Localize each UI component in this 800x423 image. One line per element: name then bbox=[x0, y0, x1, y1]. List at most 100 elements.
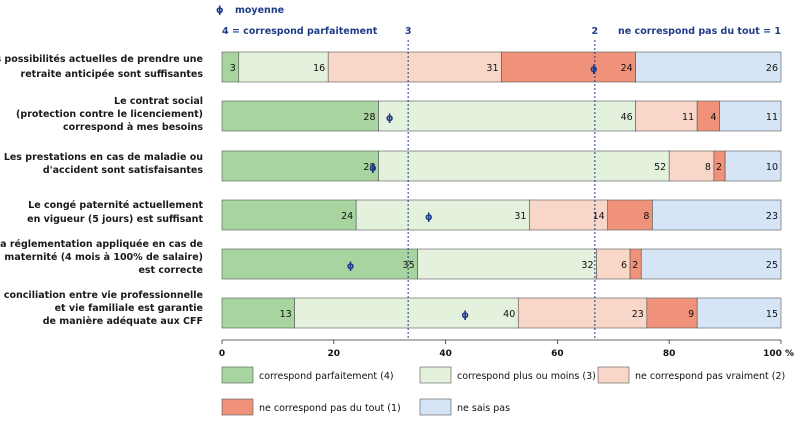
mean-legend-label: moyenne bbox=[235, 5, 284, 16]
category-label: retraite anticipée sont suffisantes bbox=[21, 69, 204, 80]
data-label: 14 bbox=[593, 211, 605, 222]
data-label: 28 bbox=[363, 112, 375, 123]
bar-segment bbox=[221, 248, 418, 280]
bar-segment bbox=[719, 100, 782, 132]
data-label: 46 bbox=[621, 112, 633, 123]
legend: correspond parfaitement (4) correspond pl… bbox=[221, 366, 785, 416]
data-label: 24 bbox=[341, 211, 353, 222]
data-label: 23 bbox=[766, 211, 778, 222]
data-label: 15 bbox=[766, 309, 778, 320]
bar-segment bbox=[652, 199, 782, 231]
data-label: 8 bbox=[705, 162, 711, 173]
mean-markers: ϕ ϕ ϕ ϕ ϕ ϕ bbox=[347, 64, 598, 321]
category-label: et vie familiale est garantie bbox=[55, 303, 203, 314]
data-label: 10 bbox=[766, 162, 778, 173]
bar-segment bbox=[724, 150, 782, 182]
data-label: 28 bbox=[363, 162, 375, 173]
mean-marker-icon: ϕ bbox=[425, 212, 433, 223]
legend-swatch bbox=[221, 366, 254, 384]
category-label: La conciliation entre vie professionnell… bbox=[0, 290, 203, 301]
bar-segment bbox=[596, 248, 631, 280]
data-label: 26 bbox=[766, 63, 778, 74]
bar-segment bbox=[417, 248, 597, 280]
bar-segment bbox=[517, 297, 648, 329]
bar-segment bbox=[221, 297, 295, 329]
legend-swatch bbox=[221, 398, 254, 416]
category-label: Le congé paternité actuellement bbox=[28, 200, 203, 211]
legend-label: correspond plus ou moins (3) bbox=[457, 371, 596, 382]
data-label: 24 bbox=[621, 63, 633, 74]
bar-segment bbox=[640, 248, 782, 280]
bar-segment bbox=[646, 297, 698, 329]
bar-segment bbox=[635, 100, 698, 132]
data-label: 40 bbox=[503, 309, 515, 320]
bars: 3163124262846114112852821024311482335326… bbox=[221, 51, 782, 329]
category-label: d'accident sont satisfaisantes bbox=[43, 165, 203, 176]
data-label: 13 bbox=[280, 309, 292, 320]
mean-marker-icon: ϕ bbox=[590, 64, 598, 75]
data-label: 2 bbox=[632, 260, 638, 271]
reference-line-label: 2 bbox=[592, 26, 599, 37]
category-label: de manière adéquate aux CFF bbox=[43, 316, 203, 327]
data-label: 3 bbox=[230, 63, 236, 74]
bar-segment bbox=[501, 51, 636, 83]
data-label: 9 bbox=[688, 309, 694, 320]
x-tick-label: 0 bbox=[219, 349, 225, 359]
data-label: 25 bbox=[766, 260, 778, 271]
legend-swatch bbox=[597, 366, 630, 384]
data-label: 11 bbox=[766, 112, 778, 123]
x-axis: 0 20 40 60 80 100 % bbox=[219, 339, 794, 359]
bar-segment bbox=[378, 150, 670, 182]
data-label: 6 bbox=[621, 260, 627, 271]
mean-marker-icon: ϕ bbox=[369, 163, 377, 174]
x-tick-label: 100 % bbox=[763, 349, 794, 359]
category-label: correspond à mes besoins bbox=[63, 122, 203, 133]
bar-segment bbox=[221, 150, 379, 182]
data-label: 4 bbox=[710, 112, 716, 123]
legend-label: ne correspond pas du tout (1) bbox=[259, 403, 401, 414]
bar-segment bbox=[635, 51, 782, 83]
data-label: 8 bbox=[643, 211, 649, 222]
bar-segment bbox=[696, 297, 782, 329]
bar-segment bbox=[294, 297, 519, 329]
x-tick-label: 80 bbox=[663, 349, 676, 359]
data-label: 32 bbox=[581, 260, 593, 271]
bar-segment bbox=[238, 51, 329, 83]
category-label: (protection contre le licenciement) bbox=[16, 109, 203, 120]
x-tick-label: 40 bbox=[439, 349, 452, 359]
bar-segment bbox=[221, 100, 379, 132]
category-labels: Les possibilités actuelles de prendre un… bbox=[0, 54, 203, 327]
data-label: 31 bbox=[514, 211, 526, 222]
data-label: 2 bbox=[716, 162, 722, 173]
data-label: 31 bbox=[486, 63, 498, 74]
mean-marker-icon: ϕ bbox=[461, 310, 469, 321]
scale-label-left: 4 = correspond parfaitement bbox=[222, 26, 378, 37]
legend-label: correspond parfaitement (4) bbox=[259, 371, 394, 382]
x-tick-label: 20 bbox=[328, 349, 341, 359]
bar-segment bbox=[327, 51, 502, 83]
category-label: Les prestations en cas de maladie ou bbox=[4, 152, 203, 163]
scale-label-right: ne correspond pas du tout = 1 bbox=[618, 26, 781, 37]
data-label: 16 bbox=[313, 63, 325, 74]
mean-marker-icon: ϕ bbox=[216, 5, 224, 16]
mean-marker-icon: ϕ bbox=[347, 261, 355, 272]
bar-segment bbox=[378, 100, 636, 132]
category-label: Le contrat social bbox=[114, 96, 203, 107]
category-label: Les possibilités actuelles de prendre un… bbox=[0, 54, 203, 65]
reference-line-label: 3 bbox=[405, 26, 412, 37]
mean-marker-icon: ϕ bbox=[386, 113, 394, 124]
category-label: en vigueur (5 jours) est suffisant bbox=[27, 214, 203, 225]
chart-header: ϕ moyenne 4 = correspond parfaitement ne… bbox=[216, 5, 781, 37]
legend-label: ne correspond pas vraiment (2) bbox=[635, 371, 785, 382]
data-label: 52 bbox=[654, 162, 666, 173]
legend-swatch bbox=[419, 366, 452, 384]
bar-segment bbox=[221, 199, 357, 231]
data-label: 23 bbox=[632, 309, 644, 320]
category-label: maternité (4 mois à 100% de salaire) bbox=[4, 252, 203, 263]
legend-swatch bbox=[419, 398, 452, 416]
bar-segment bbox=[355, 199, 530, 231]
category-label: La réglementation appliquée en cas de bbox=[0, 239, 203, 250]
legend-label: ne sais pas bbox=[457, 403, 510, 414]
